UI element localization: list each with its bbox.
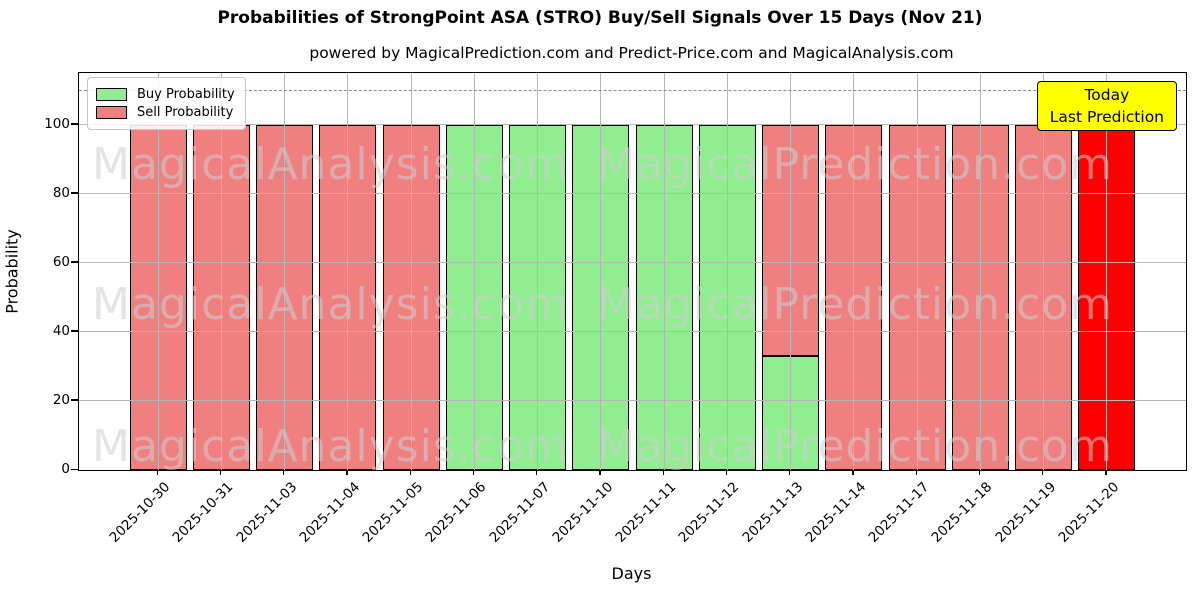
gridline-vertical [663,73,665,470]
x-tick-mark [1105,469,1107,475]
gridline-vertical [853,73,855,470]
gridline-horizontal [79,331,1186,333]
gridline-vertical [600,73,602,470]
x-tick-label: 2025-11-18 [928,479,996,546]
y-tick-mark [71,123,78,125]
today-annotation-line2: Last Prediction [1049,108,1164,126]
x-tick-mark [599,469,601,475]
x-tick-label: 2025-11-07 [486,479,553,546]
y-tick-mark [71,399,78,401]
gridline-horizontal [79,262,1186,264]
x-tick-label: 2025-11-11 [612,479,680,546]
x-tick-label: 2025-11-14 [802,479,870,546]
legend-buy-label: Buy Probability [137,87,235,102]
x-tick-mark [536,469,538,475]
x-tick-label: 2025-11-12 [675,479,743,546]
buy-swatch [96,88,127,101]
watermark-prediction: MagicalPrediction.com [597,421,1113,471]
y-tick-mark [71,468,78,470]
gridline-vertical [790,73,792,470]
x-tick-label: 2025-11-05 [359,479,427,546]
x-tick-label: 2025-11-19 [992,479,1059,546]
gridline-vertical [1043,73,1045,470]
x-tick-label: 2025-11-17 [865,479,933,546]
x-tick-label: 2025-10-31 [169,479,237,546]
gridline-vertical [537,73,539,470]
x-tick-mark [725,469,728,475]
legend-item-sell: Sell Probability [96,105,235,120]
gridline-horizontal [79,193,1186,195]
chart-subtitle: powered by MagicalPrediction.com and Pre… [309,44,954,62]
gridline-vertical [157,73,159,470]
legend-item-buy: Buy Probability [96,87,235,102]
x-axis-label: Days [611,564,652,583]
gridline-horizontal [79,400,1186,402]
watermark-analysis: MagicalAnalysis.com [92,421,569,471]
gridline-vertical [1106,73,1108,470]
today-annotation: Today Last Prediction [1036,81,1177,131]
gridline-vertical [347,73,349,470]
watermark-analysis: MagicalAnalysis.com [92,279,569,330]
plot-area: Buy Probability Sell Probability Today L… [78,72,1187,471]
y-tick-mark [71,330,78,332]
x-tick-mark [1042,469,1044,475]
gridline-vertical [726,73,728,470]
x-tick-mark [662,469,664,475]
watermark-prediction: MagicalPrediction.com [597,139,1113,190]
gridline-vertical [220,73,222,470]
x-tick-mark [472,469,475,475]
gridline-vertical [979,73,981,470]
gridline-horizontal [79,124,1186,126]
y-tick-label: 80 [52,184,70,201]
x-tick-mark [156,469,158,475]
gridline-vertical [473,73,475,470]
watermark-prediction: MagicalPrediction.com [597,279,1113,330]
gridline-vertical [284,73,286,470]
gridline-vertical [410,73,412,470]
x-tick-mark [283,469,285,475]
sell-swatch [96,106,127,119]
x-tick-mark [409,469,411,475]
y-tick-label: 0 [61,461,70,477]
gridline-vertical [916,73,918,470]
x-tick-label: 2025-11-06 [422,479,490,546]
chart-title: Probabilities of StrongPoint ASA (STRO) … [217,8,983,28]
dashed-threshold-line [79,90,1186,92]
y-tick-mark [71,192,78,194]
x-tick-label: 2025-10-30 [106,479,174,546]
x-tick-mark [915,469,917,475]
x-tick-label: 2025-11-04 [296,479,364,546]
y-tick-label: 100 [44,115,70,132]
x-tick-label: 2025-11-20 [1055,479,1123,546]
y-tick-mark [71,261,78,263]
y-tick-label: 20 [52,391,70,408]
x-tick-mark [978,469,981,475]
y-tick-label: 60 [52,253,70,270]
watermark-analysis: MagicalAnalysis.com [92,139,569,190]
today-annotation-line1: Today [1084,86,1130,104]
x-tick-label: 2025-11-13 [739,479,806,546]
legend-sell-label: Sell Probability [137,105,234,120]
y-axis-label: Probability [2,229,22,314]
x-tick-mark [346,469,348,475]
legend: Buy Probability Sell Probability [87,77,246,130]
x-tick-label: 2025-11-03 [233,479,300,546]
x-tick-mark [852,469,854,475]
x-tick-mark [219,469,222,475]
y-tick-label: 40 [52,322,70,339]
x-tick-mark [789,469,791,475]
x-tick-label: 2025-11-10 [549,479,617,546]
